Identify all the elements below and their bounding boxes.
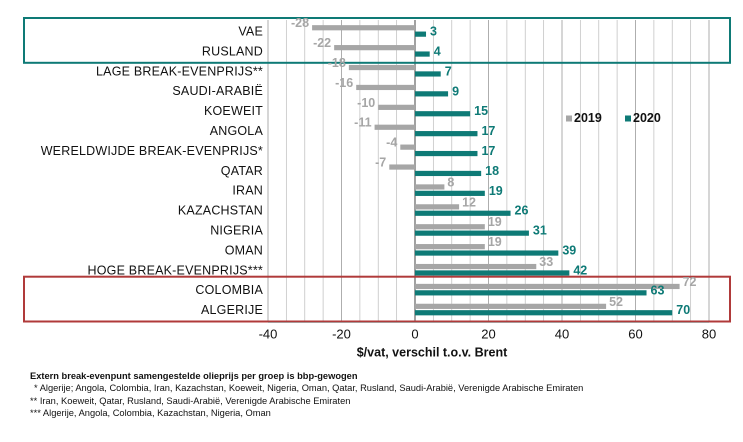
data-label-2020: 70 bbox=[676, 303, 690, 317]
bar-chart: VAE -28 3 RUSLAND -22 4 LAGE BREAK-EVENPRIJS**… bbox=[23, 16, 731, 360]
bar-2019 bbox=[356, 84, 415, 91]
bar-2020 bbox=[415, 131, 478, 137]
data-label-2019: -22 bbox=[313, 36, 331, 50]
data-label-2019: -11 bbox=[354, 116, 371, 130]
data-label-2019: 12 bbox=[462, 195, 476, 209]
bar-2019 bbox=[415, 303, 607, 309]
x-axis-label: $/vat, verschil t.o.v. Brent bbox=[357, 346, 508, 360]
data-label-2020: 19 bbox=[489, 184, 503, 198]
legend-swatch-2020 bbox=[625, 115, 631, 122]
data-label-2020: 63 bbox=[651, 283, 665, 297]
bar-2020 bbox=[415, 150, 478, 157]
bar-2020 bbox=[415, 310, 673, 316]
data-label-2020: 4 bbox=[434, 44, 441, 58]
bar-2020 bbox=[415, 230, 529, 236]
category-label: ALGERIJE bbox=[201, 303, 263, 317]
highlight-box-2 bbox=[23, 275, 731, 323]
data-label-2020: 9 bbox=[452, 84, 459, 98]
bar-2020 bbox=[415, 111, 471, 117]
bar-2019 bbox=[348, 64, 415, 71]
data-label-2019: -4 bbox=[386, 136, 397, 150]
bar-2020 bbox=[415, 190, 485, 196]
x-tick-label: -20 bbox=[332, 327, 351, 342]
notes-title: Extern break-evenpunt samengestelde olie… bbox=[30, 371, 358, 381]
data-label-2019: -16 bbox=[335, 76, 353, 90]
bar-2019 bbox=[389, 164, 415, 170]
category-label: KAZACHSTAN bbox=[178, 204, 263, 218]
data-label-2020: 17 bbox=[481, 144, 495, 158]
x-tick-label: 40 bbox=[555, 327, 569, 342]
category-label: IRAN bbox=[232, 184, 263, 198]
highlight-box-1 bbox=[23, 17, 731, 64]
data-label-2020: 7 bbox=[445, 64, 452, 78]
bar-2020 bbox=[415, 250, 559, 256]
bar-2019 bbox=[415, 283, 680, 290]
data-label-2020: 39 bbox=[562, 243, 576, 257]
category-label: LAGE BREAK-EVENPRIJS** bbox=[96, 64, 263, 78]
bar-2019 bbox=[400, 144, 415, 150]
bar-2020 bbox=[415, 270, 570, 276]
x-tick-label: 60 bbox=[628, 327, 642, 342]
data-label-2019: -18 bbox=[328, 56, 346, 70]
data-label-2020: 17 bbox=[481, 124, 495, 138]
x-tick-label: 0 bbox=[411, 327, 418, 342]
data-label-2020: 42 bbox=[573, 263, 587, 277]
data-label-2020: 31 bbox=[533, 224, 547, 238]
bar-2020 bbox=[415, 31, 427, 37]
x-tick-label: 20 bbox=[481, 327, 495, 342]
category-label: KOEWEIT bbox=[204, 104, 263, 118]
data-label-2019: 8 bbox=[447, 175, 454, 189]
bar-2019 bbox=[378, 104, 415, 110]
data-label-2019: 72 bbox=[683, 275, 697, 289]
bar-2020 bbox=[415, 210, 511, 216]
bar-2020 bbox=[415, 91, 449, 97]
bar-2020 bbox=[415, 170, 482, 177]
data-label-2019: 52 bbox=[609, 295, 623, 309]
legend-label-2019: 2019 bbox=[574, 111, 602, 125]
category-label: OMAN bbox=[225, 243, 263, 257]
data-label-2019: -10 bbox=[357, 96, 375, 110]
category-label: COLOMBIA bbox=[195, 283, 263, 297]
data-label-2019: -7 bbox=[375, 155, 386, 169]
bar-2019 bbox=[374, 124, 415, 130]
category-label: RUSLAND bbox=[202, 44, 263, 58]
category-label: ANGOLA bbox=[210, 124, 264, 138]
category-label: NIGERIA bbox=[210, 223, 263, 237]
note-line-2: ** Iran, Koeweit, Qatar, Rusland, Saudi-… bbox=[30, 395, 351, 406]
data-label-2020: 26 bbox=[515, 204, 529, 218]
x-tick-label: 80 bbox=[702, 327, 716, 342]
category-label: HOGE BREAK-EVENPRIJS*** bbox=[88, 263, 263, 277]
data-label-2020: 15 bbox=[474, 104, 488, 118]
x-tick-label: -40 bbox=[259, 327, 278, 342]
data-label-2019: 33 bbox=[539, 255, 553, 269]
note-line-3: *** Algerije, Angola, Colombia, Kazachst… bbox=[30, 408, 271, 419]
bar-2019 bbox=[415, 204, 460, 210]
data-label-2019: 19 bbox=[488, 235, 502, 249]
bar-2019 bbox=[415, 224, 485, 230]
category-label: QATAR bbox=[221, 164, 263, 178]
category-label: VAE bbox=[238, 24, 263, 38]
legend-label-2020: 2020 bbox=[633, 111, 661, 125]
bar-2019 bbox=[415, 244, 485, 250]
legend-swatch-2019 bbox=[566, 115, 572, 122]
note-line-1: * Algerije; Angola, Colombia, Iran, Kaza… bbox=[34, 383, 584, 394]
bar-2020 bbox=[415, 290, 647, 296]
bar-2020 bbox=[415, 51, 430, 57]
category-label: WERELDWIJDE BREAK-EVENPRIJS* bbox=[41, 144, 263, 158]
chart-notes: Extern break-evenpunt samengestelde olie… bbox=[30, 370, 730, 420]
data-label-2019: 19 bbox=[488, 215, 502, 229]
category-label: SAUDI-ARABIË bbox=[172, 84, 263, 98]
data-label-2020: 3 bbox=[430, 25, 437, 39]
bar-2019 bbox=[415, 184, 445, 190]
bar-2019 bbox=[312, 25, 415, 31]
bar-2019 bbox=[415, 263, 537, 270]
bar-2019 bbox=[334, 45, 415, 51]
bar-2020 bbox=[415, 71, 441, 77]
data-label-2019: -28 bbox=[291, 16, 309, 30]
data-label-2020: 18 bbox=[485, 164, 499, 178]
